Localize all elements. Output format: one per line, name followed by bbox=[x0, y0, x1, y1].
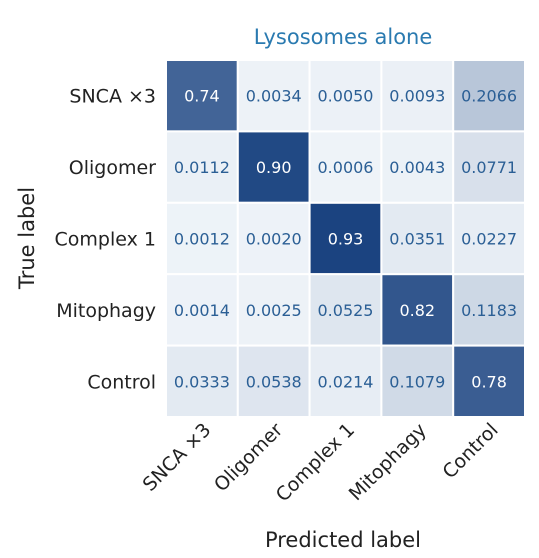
cell-value-label: 0.0043 bbox=[389, 158, 445, 177]
heatmap-cell bbox=[452, 344, 527, 419]
cell-value-label: 0.74 bbox=[184, 87, 220, 106]
cell-value-label: 0.0227 bbox=[461, 230, 517, 249]
y-tick-label: Complex 1 bbox=[55, 229, 156, 251]
heatmap-cell bbox=[452, 130, 527, 204]
cell-value-label: 0.93 bbox=[328, 230, 364, 249]
cell-value-label: 0.1183 bbox=[461, 301, 517, 320]
x-tick-label: Control bbox=[439, 419, 503, 483]
x-tick-label: Mitophagy bbox=[345, 419, 431, 505]
y-tick-label: Oligomer bbox=[69, 157, 156, 179]
heatmap-cell bbox=[236, 201, 311, 276]
cell-value-label: 0.2066 bbox=[461, 87, 517, 106]
cell-value-label: 0.0771 bbox=[461, 158, 517, 177]
heatmap-cell bbox=[308, 130, 383, 204]
heatmap-cell bbox=[308, 273, 383, 347]
cell-value-label: 0.0333 bbox=[174, 372, 230, 391]
cell-value-label: 0.0025 bbox=[246, 301, 302, 320]
y-tick-label: Control bbox=[87, 371, 156, 393]
y-tick-labels: SNCA ×3 Oligomer Complex 1 Mitophagy Control bbox=[55, 86, 157, 394]
heatmap-cell bbox=[165, 59, 239, 133]
cell-value-label: 0.0351 bbox=[389, 230, 445, 249]
heatmap-cell bbox=[165, 273, 239, 347]
x-tick-label: Oligomer bbox=[210, 419, 287, 496]
cell-value-label: 0.0014 bbox=[174, 301, 230, 320]
y-axis-label: True label bbox=[15, 187, 39, 290]
cell-value-label: 0.0034 bbox=[246, 87, 302, 106]
heatmap-cell bbox=[236, 344, 311, 419]
cell-value-label: 0.0525 bbox=[318, 301, 374, 320]
cell-value-label: 0.78 bbox=[471, 372, 507, 391]
heatmap-cells: 0.74 0.0034 0.0050 0.0093 0.2066 0.0112 0.90 0.… bbox=[165, 59, 527, 419]
heatmap-cell bbox=[380, 201, 455, 276]
x-tick-label: Complex 1 bbox=[272, 419, 359, 506]
cell-value-label: 0.0020 bbox=[246, 230, 302, 249]
cell-value-label: 0.90 bbox=[256, 158, 292, 177]
heatmap-cell bbox=[452, 273, 527, 347]
cell-value-label: 0.0214 bbox=[318, 372, 374, 391]
y-tick-label: Mitophagy bbox=[56, 300, 156, 322]
heatmap-cell bbox=[165, 130, 239, 204]
heatmap-cell bbox=[165, 344, 239, 419]
heatmap-cell bbox=[236, 59, 311, 133]
chart-title: Lysosomes alone bbox=[254, 25, 433, 49]
cell-value-label: 0.0012 bbox=[174, 230, 230, 249]
cell-value-label: 0.0112 bbox=[174, 158, 230, 177]
cell-value-label: 0.0093 bbox=[389, 87, 445, 106]
y-tick-label: SNCA ×3 bbox=[69, 86, 156, 108]
cell-value-label: 0.1079 bbox=[389, 372, 445, 391]
cell-value-label: 0.82 bbox=[399, 301, 435, 320]
x-tick-label: SNCA ×3 bbox=[139, 419, 216, 496]
heatmap-cell bbox=[308, 344, 383, 419]
x-axis-label: Predicted label bbox=[265, 528, 421, 552]
cell-value-label: 0.0050 bbox=[318, 87, 374, 106]
heatmap-cell bbox=[380, 273, 455, 347]
cell-value-label: 0.0538 bbox=[246, 372, 302, 391]
heatmap-cell bbox=[236, 273, 311, 347]
cell-value-label: 0.0006 bbox=[318, 158, 374, 177]
